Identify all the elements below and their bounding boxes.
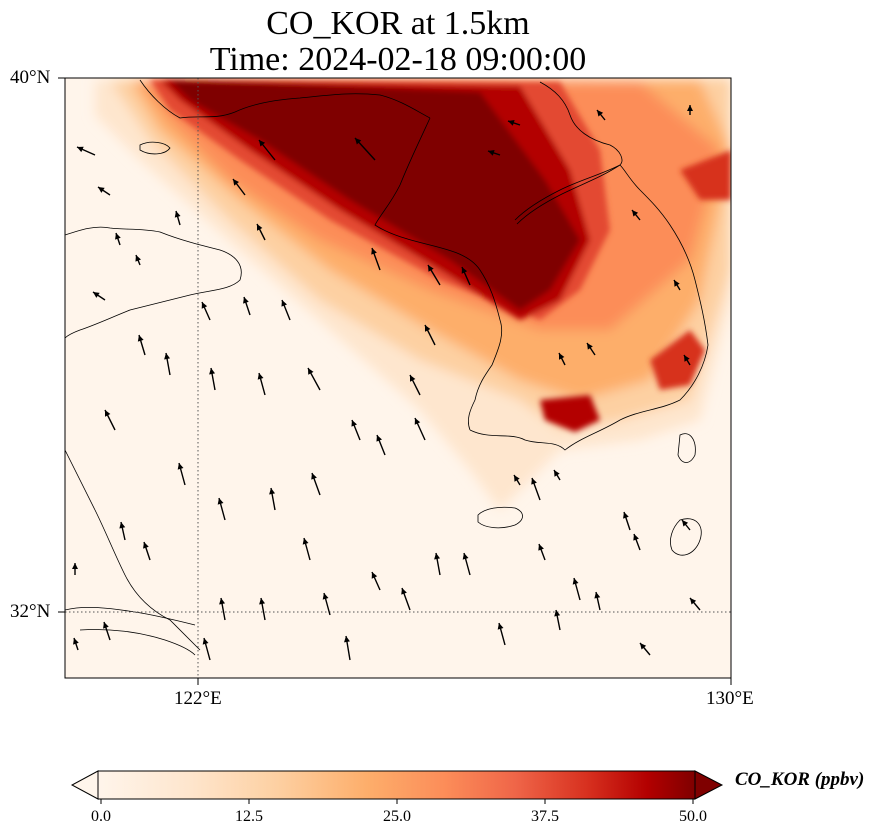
wind-arrow-head-icon: [559, 353, 565, 360]
wind-arrow-head-icon: [684, 355, 690, 362]
wind-arrow-head-icon: [462, 553, 469, 560]
wind-arrow-head-icon: [344, 636, 350, 643]
wind-arrow-head-icon: [119, 522, 126, 529]
wind-arrow-head-icon: [115, 233, 121, 240]
wind-arrow-head-icon: [434, 553, 441, 560]
gridlines: [65, 78, 731, 678]
wind-arrow-head-icon: [488, 150, 495, 156]
wind-arrow-head-icon: [257, 373, 264, 380]
wind-arrow-head-icon: [674, 280, 680, 287]
wind-arrow-head-icon: [414, 418, 421, 425]
wind-arrow-head-icon: [410, 375, 416, 382]
wind-arrow-head-icon: [508, 120, 515, 126]
wind-arrow-head-icon: [103, 622, 109, 629]
wind-arrow-head-icon: [233, 179, 239, 186]
wind-arrow-head-icon: [73, 638, 79, 645]
colorbar-extend-right-icon: [694, 770, 724, 800]
wind-arrow-head-icon: [72, 563, 78, 569]
lat-label-40: 40°N: [10, 67, 51, 88]
wind-arrow-head-icon: [554, 610, 561, 617]
colorbar-tick-0: 0.0: [91, 808, 111, 825]
wind-arrow-head-icon: [281, 300, 288, 307]
wind-arrow-head-icon: [376, 435, 383, 442]
colorbar-tick-4: 50.0: [679, 808, 707, 825]
wind-arrow-head-icon: [461, 267, 468, 274]
wind-arrow-head-icon: [640, 643, 647, 650]
wind-arrow-head-icon: [554, 470, 560, 477]
lat-label-32: 32°N: [10, 601, 51, 622]
map-frame: [64, 77, 732, 679]
wind-arrow-head-icon: [201, 302, 208, 309]
wind-arrow-head-icon: [371, 248, 377, 255]
title-line-1: CO_KOR at 1.5km: [266, 5, 530, 42]
wind-arrow-head-icon: [371, 572, 378, 579]
colorbar-tick-1: 12.5: [235, 808, 263, 825]
wind-arrow-head-icon: [597, 110, 604, 117]
wind-vectors: [72, 105, 701, 661]
wind-arrow-head-icon: [633, 534, 639, 541]
wind-arrow-head-icon: [531, 478, 537, 485]
colorbar-label: CO_KOR (ppbv): [735, 769, 865, 790]
wind-arrow-head-icon: [572, 578, 579, 585]
wind-arrow-head-icon: [594, 592, 601, 599]
wind-arrow-head-icon: [77, 146, 84, 153]
concentration-field: [65, 78, 731, 678]
wind-arrow-head-icon: [302, 538, 309, 545]
colorbar-tick-2: 25.0: [383, 808, 411, 825]
wind-arrow-head-icon: [322, 593, 329, 600]
wind-arrow-head-icon: [93, 292, 100, 298]
wind-arrow-head-icon: [243, 297, 249, 304]
wind-arrow-head-icon: [428, 265, 434, 272]
colorbar: [70, 770, 724, 804]
wind-arrow-head-icon: [137, 335, 144, 342]
wind-arrow-head-icon: [257, 224, 263, 231]
colorbar-tick-3: 37.5: [531, 808, 559, 825]
wind-arrow-head-icon: [514, 475, 520, 482]
wind-arrow-head-icon: [219, 598, 226, 605]
title-line-2: Time: 2024-02-18 09:00:00: [209, 41, 587, 78]
coastlines: [65, 79, 709, 656]
colorbar-extend-left-icon: [70, 770, 99, 800]
wind-arrow-head-icon: [209, 368, 216, 375]
wind-arrow-head-icon: [98, 187, 105, 193]
wind-arrow-head-icon: [587, 343, 593, 350]
wind-arrow-head-icon: [308, 368, 314, 375]
wind-arrow-head-icon: [202, 638, 209, 645]
wind-arrow-head-icon: [351, 420, 358, 427]
wind-arrow-head-icon: [217, 498, 224, 505]
wind-arrow-head-icon: [174, 211, 181, 218]
wind-arrow-head-icon: [497, 623, 504, 630]
wind-arrow-head-icon: [311, 473, 317, 480]
wind-arrow-head-icon: [177, 463, 184, 470]
wind-arrow-head-icon: [425, 325, 431, 332]
wind-arrow-head-icon: [259, 140, 266, 147]
wind-arrow-head-icon: [687, 105, 693, 111]
wind-arrow-head-icon: [401, 588, 407, 595]
wind-arrow-head-icon: [259, 598, 266, 605]
wind-arrow-head-icon: [538, 544, 544, 551]
wind-arrow-head-icon: [632, 210, 639, 217]
wind-arrow-head-icon: [164, 353, 171, 360]
lon-label-130: 130°E: [706, 688, 754, 709]
wind-arrow-head-icon: [355, 138, 362, 145]
wind-arrow-head-icon: [682, 520, 689, 527]
wind-arrow-head-icon: [623, 512, 629, 519]
wind-arrow-head-icon: [690, 598, 697, 605]
lon-label-122: 122°E: [174, 688, 222, 709]
wind-arrow-head-icon: [105, 410, 111, 417]
wind-arrow-head-icon: [143, 542, 149, 549]
wind-arrow-head-icon: [135, 255, 142, 262]
wind-arrow-head-icon: [269, 488, 276, 495]
